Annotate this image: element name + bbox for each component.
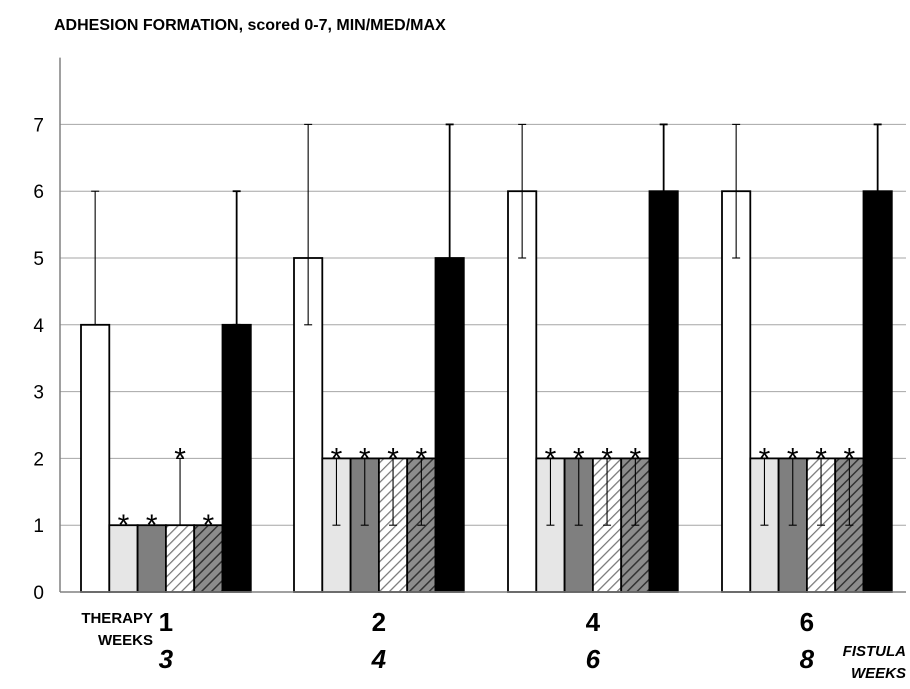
y-tick-label: 4 — [33, 316, 44, 337]
y-tick-label: 2 — [33, 449, 44, 470]
x-caption-left-line1: THERAPY — [81, 610, 153, 627]
significance-star: * — [331, 442, 343, 475]
fistula-weeks-label: 4 — [371, 644, 387, 674]
therapy-weeks-label: 4 — [586, 607, 601, 637]
significance-star: * — [174, 442, 186, 475]
significance-star: * — [601, 442, 613, 475]
y-tick-label: 7 — [33, 115, 44, 136]
x-caption-right-line1: FISTULA — [843, 643, 906, 660]
axes — [59, 57, 906, 593]
bar — [293, 257, 324, 593]
y-tick-label: 0 — [33, 583, 44, 604]
gridlines — [60, 123, 906, 526]
significance-star: * — [118, 509, 130, 542]
significance-star: * — [146, 509, 158, 542]
significance-star: * — [203, 509, 215, 542]
therapy-weeks-label: 2 — [372, 607, 386, 637]
x-caption-left-line2: WEEKS — [98, 632, 153, 649]
therapy-weeks-label: 1 — [159, 607, 173, 637]
fistula-weeks-label: 8 — [800, 644, 815, 674]
bar — [221, 323, 252, 593]
bar — [164, 524, 196, 593]
significance-star: * — [387, 442, 399, 475]
significance-star: * — [359, 442, 371, 475]
y-tick-label: 1 — [33, 516, 44, 537]
error-bars — [91, 123, 882, 526]
x-caption-right-line2: WEEKS — [851, 665, 906, 682]
bar — [136, 524, 167, 593]
significance-star: * — [759, 442, 771, 475]
therapy-weeks-label: 6 — [800, 607, 814, 637]
x-axis-labels: 1 3 2 4 4 6 6 8 — [159, 607, 815, 674]
significance-star: * — [844, 442, 856, 475]
significance-star: * — [545, 442, 557, 475]
y-tick-label: 3 — [33, 383, 44, 404]
significance-markers: * * * * * * * * * * * * * * * * — [118, 442, 856, 542]
y-tick-label: 5 — [33, 249, 44, 270]
fistula-weeks-label: 6 — [586, 644, 601, 674]
significance-star: * — [787, 442, 799, 475]
bar — [80, 323, 111, 593]
significance-star: * — [630, 442, 642, 475]
chart-title: ADHESION FORMATION, scored 0-7, MIN/MED/… — [54, 17, 446, 34]
fistula-weeks-label: 3 — [159, 644, 174, 674]
y-axis-ticks: 0 1 2 3 4 5 6 7 — [33, 115, 44, 604]
bar — [193, 524, 224, 593]
significance-star: * — [815, 442, 827, 475]
significance-star: * — [573, 442, 585, 475]
significance-star: * — [416, 442, 428, 475]
y-tick-label: 6 — [33, 182, 44, 203]
